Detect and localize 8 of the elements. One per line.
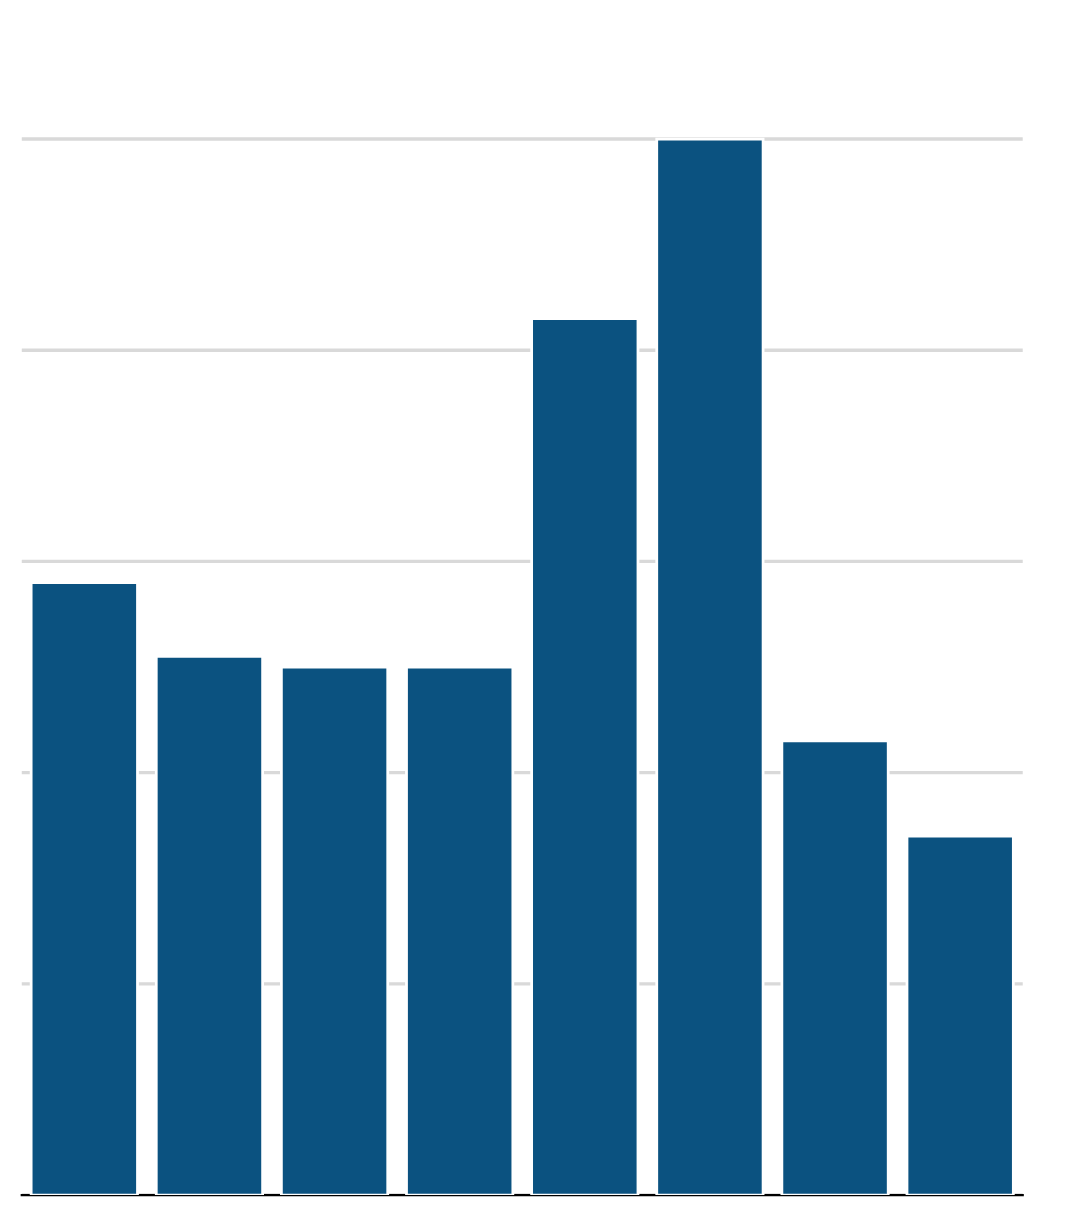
bar [905, 834, 1015, 1196]
bar [530, 317, 640, 1196]
bar [154, 655, 265, 1196]
bar [279, 665, 390, 1196]
bar [780, 739, 890, 1196]
bar [405, 665, 515, 1196]
bar [655, 137, 765, 1196]
bar [29, 581, 139, 1196]
